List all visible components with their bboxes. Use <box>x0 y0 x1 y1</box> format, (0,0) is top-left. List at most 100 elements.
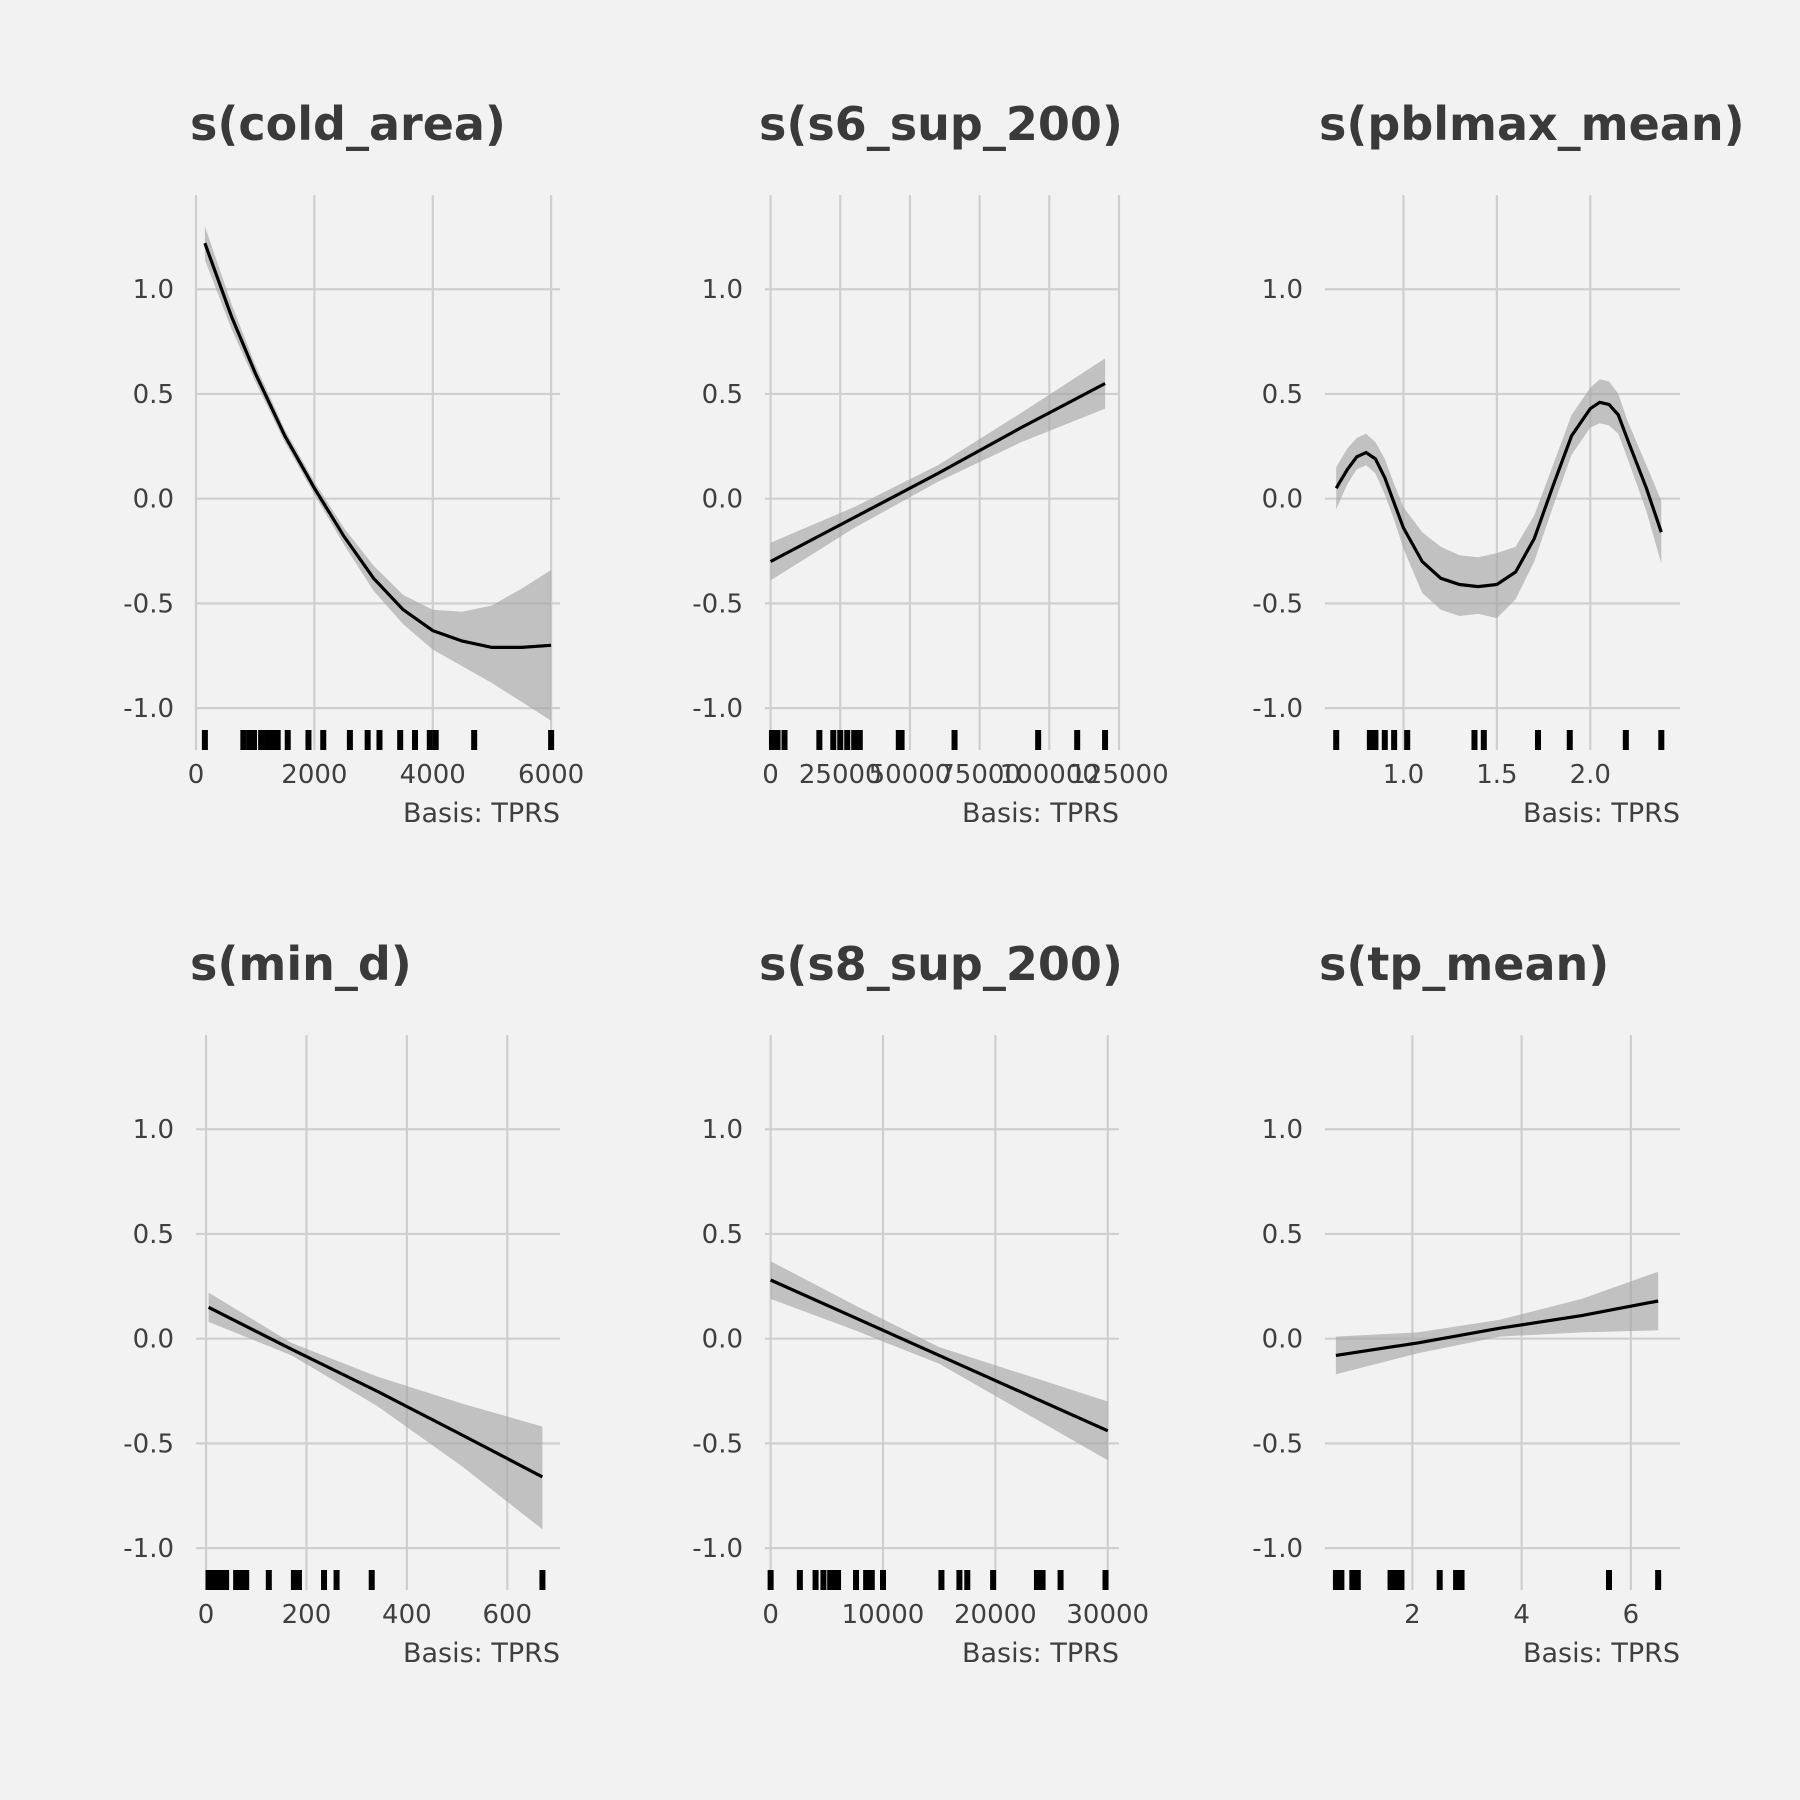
rug-mark <box>837 730 844 750</box>
x-tick-label: 1.5 <box>1476 760 1517 790</box>
x-tick-label: 2 <box>1404 1600 1421 1630</box>
smooth-fit-line <box>769 1278 1109 1433</box>
y-tick-label: -1.0 <box>692 1534 743 1564</box>
rug-mark <box>1332 1570 1339 1590</box>
y-tick-label: -1.0 <box>1252 1534 1303 1564</box>
rug-mark <box>1057 1570 1064 1590</box>
rug-mark <box>1381 730 1388 750</box>
y-tick-label: -0.5 <box>1252 1429 1303 1459</box>
rug <box>1333 730 1665 750</box>
rug-mark <box>368 1570 375 1590</box>
rug-mark <box>321 1570 328 1590</box>
rug-mark <box>1074 730 1081 750</box>
rug-mark <box>1102 1570 1109 1590</box>
rug-mark <box>1404 730 1411 750</box>
y-tick-label: -0.5 <box>1252 589 1303 619</box>
rug-mark <box>1035 730 1042 750</box>
rug-mark <box>471 730 478 750</box>
rug-mark <box>1349 1570 1356 1590</box>
y-tick-label: 0.0 <box>702 485 743 515</box>
x-tick-label: 50000 <box>869 760 952 790</box>
rug-mark <box>1458 1570 1465 1590</box>
rug-mark <box>238 1570 245 1590</box>
panel-caption: Basis: TPRS <box>1523 798 1680 829</box>
x-tick-label: 6000 <box>518 760 584 790</box>
x-tick-label: 75000 <box>938 760 1021 790</box>
rug-mark <box>1393 1570 1399 1590</box>
rug-mark <box>548 730 555 750</box>
smooth-fit-line <box>769 382 1106 563</box>
panel-title: s(pblmax_mean) <box>1319 97 1745 151</box>
rug-mark <box>376 730 383 750</box>
rug-mark <box>1622 730 1629 750</box>
panel-5: s(s8_sup_200) -1.0 -0.5 0.0 0.5 1.0 0 10000 2000… <box>692 937 1149 1669</box>
y-tick-label: -0.5 <box>123 1429 174 1459</box>
gridlines <box>196 1035 560 1590</box>
x-tick-label: 0 <box>762 760 779 790</box>
y-tick-label: 0.5 <box>1262 1220 1303 1250</box>
y-tick-label: 0.5 <box>702 1220 743 1250</box>
panel-4: s(min_d) -1.0 -0.5 0.0 0.5 1.0 0 200 400 600 Basis… <box>123 937 560 1669</box>
rug-mark <box>1480 730 1487 750</box>
rug-mark <box>851 730 858 750</box>
rug-mark <box>964 1570 971 1590</box>
y-tick-label: 1.0 <box>133 275 174 305</box>
y-tick-label: 0.5 <box>702 380 743 410</box>
panel-title: s(s6_sup_200) <box>759 97 1123 151</box>
rug-mark <box>1471 730 1478 750</box>
panel-1: s(cold_area) -1.0 -0.5 0.0 0.5 1.0 0 2000 4000 60… <box>123 97 584 829</box>
x-tick-label: 2000 <box>281 760 347 790</box>
panel-title: s(tp_mean) <box>1319 937 1609 991</box>
confidence-band <box>1336 379 1662 619</box>
y-tick-label: 0.0 <box>1262 485 1303 515</box>
rug-mark <box>397 730 404 750</box>
rug-mark <box>426 730 433 750</box>
rug-mark <box>240 730 247 750</box>
rug-mark <box>364 730 371 750</box>
y-tick-label: 1.0 <box>702 1115 743 1145</box>
smooth-fit-line <box>203 242 552 649</box>
rug-mark <box>346 730 353 750</box>
rug-mark <box>1398 1570 1405 1590</box>
rug-mark <box>258 730 265 750</box>
x-tick-label: 4 <box>1513 1600 1530 1630</box>
rug-mark <box>295 1570 302 1590</box>
rug-mark <box>774 730 781 750</box>
rug-mark <box>844 730 851 750</box>
rug <box>1332 1570 1662 1590</box>
rug-mark <box>305 730 312 750</box>
confidence-band <box>204 226 552 721</box>
rug-mark <box>827 1570 834 1590</box>
rug-mark <box>284 730 291 750</box>
smooth-fit-line <box>207 1305 544 1479</box>
rug-mark <box>1566 730 1573 750</box>
rug-mark <box>1333 730 1340 750</box>
rug-mark <box>990 1570 997 1590</box>
y-tick-label: -1.0 <box>692 694 743 724</box>
rug-mark <box>853 1570 860 1590</box>
rug-mark <box>781 730 788 750</box>
confidence-band <box>1335 1271 1659 1375</box>
rug-mark <box>1606 1570 1612 1590</box>
rug-mark <box>1535 730 1541 750</box>
y-tick-label: 0.0 <box>133 485 174 515</box>
x-tick-label: 400 <box>382 1600 432 1630</box>
rug-mark <box>1436 1570 1443 1590</box>
confidence-band <box>208 1292 543 1530</box>
rug-mark <box>768 730 775 750</box>
rug-mark <box>1391 730 1398 750</box>
rug-mark <box>320 730 327 750</box>
rug-mark <box>831 1570 838 1590</box>
rug-mark <box>411 730 418 750</box>
rug-mark <box>290 1570 297 1590</box>
rug-mark <box>539 1570 546 1590</box>
rug-mark <box>820 1570 827 1590</box>
y-tick-label: 1.0 <box>1262 1115 1303 1145</box>
x-tick-label: 0 <box>188 760 205 790</box>
x-tick-label: 20000 <box>954 1600 1037 1630</box>
x-tick-label: 0 <box>762 1600 779 1630</box>
gridlines <box>194 195 560 750</box>
x-tick-label: 10000 <box>842 1600 925 1630</box>
x-tick-label: 4000 <box>400 760 466 790</box>
y-tick-label: 1.0 <box>133 1115 174 1145</box>
